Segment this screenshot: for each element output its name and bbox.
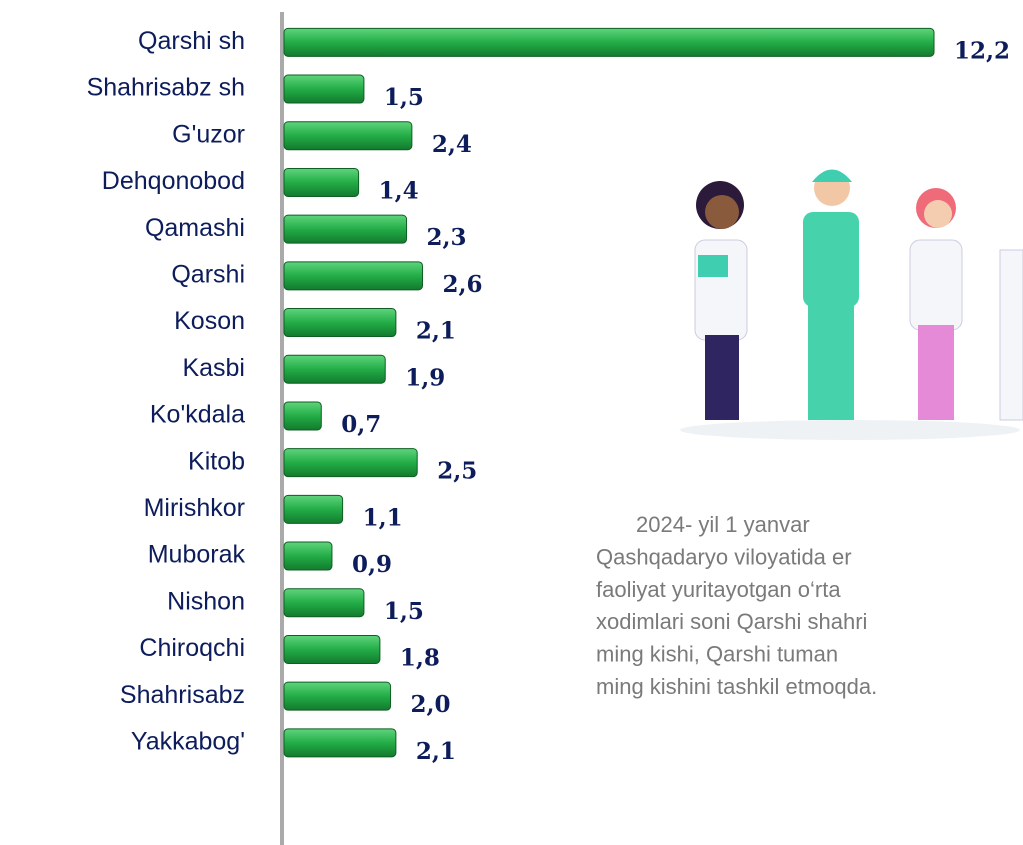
annotation-line: Qashqadaryo viloyatida er (596, 544, 852, 569)
annotation-line: 2024- yil 1 yanvar (636, 512, 810, 537)
chart: Qarshi sh 12,2 Shahrisabz sh 1,5 G'uzor 2,4 De… (0, 0, 1023, 845)
bar (284, 168, 359, 196)
value-label: 2,5 (437, 458, 477, 485)
bar (284, 215, 407, 243)
value-label: 2,0 (411, 691, 451, 718)
bar (284, 309, 396, 337)
value-label: 1,4 (379, 177, 419, 204)
value-label: 12,2 (954, 37, 1010, 64)
category-label: Qamashi (145, 214, 245, 242)
bar (284, 635, 380, 663)
value-label: 0,7 (341, 411, 381, 438)
value-label: 1,9 (405, 364, 445, 391)
bar (284, 28, 934, 56)
category-label: Qarshi sh (138, 27, 245, 55)
bar (284, 542, 332, 570)
category-label: Mirishkor (144, 494, 245, 522)
annotation-line: xodimlari soni Qarshi shahri (596, 609, 867, 634)
category-label: Shahrisabz sh (87, 74, 245, 102)
value-label: 2,4 (432, 131, 472, 158)
category-label: Qarshi (171, 260, 245, 288)
bar (284, 682, 391, 710)
value-label: 0,9 (352, 551, 392, 578)
bar (284, 589, 364, 617)
category-label: Dehqonobod (102, 167, 245, 195)
category-label: Chiroqchi (139, 634, 245, 662)
bar (284, 449, 417, 477)
value-label: 1,5 (384, 598, 424, 625)
category-label: Kasbi (182, 354, 245, 382)
bar (284, 729, 396, 757)
value-label: 2,3 (427, 224, 467, 251)
value-label: 1,5 (384, 84, 424, 111)
category-label: Kitob (188, 447, 245, 475)
bar (284, 262, 423, 290)
annotation-line: ming kishi, Qarshi tuman (596, 642, 838, 667)
bar (284, 75, 364, 103)
annotation-line: faoliyat yuritayotgan o‘rta (596, 577, 841, 602)
bar (284, 402, 321, 430)
illustration (680, 170, 1023, 441)
value-label: 2,1 (416, 318, 456, 345)
value-label: 2,6 (443, 271, 483, 298)
category-label: Nishon (167, 587, 245, 615)
value-label: 2,1 (416, 738, 456, 765)
bar (284, 495, 343, 523)
category-label: Yakkabog' (131, 727, 245, 755)
category-label: G'uzor (172, 120, 245, 148)
value-label: 1,8 (400, 644, 440, 671)
category-label: Koson (174, 307, 245, 335)
bar (284, 355, 385, 383)
category-label: Shahrisabz (120, 681, 245, 709)
annotation-line: ming kishini tashkil etmoqda. (596, 674, 877, 699)
bar (284, 122, 412, 150)
value-label: 1,1 (363, 504, 403, 531)
category-label: Muborak (148, 541, 246, 569)
category-label: Ko'kdala (150, 401, 245, 429)
